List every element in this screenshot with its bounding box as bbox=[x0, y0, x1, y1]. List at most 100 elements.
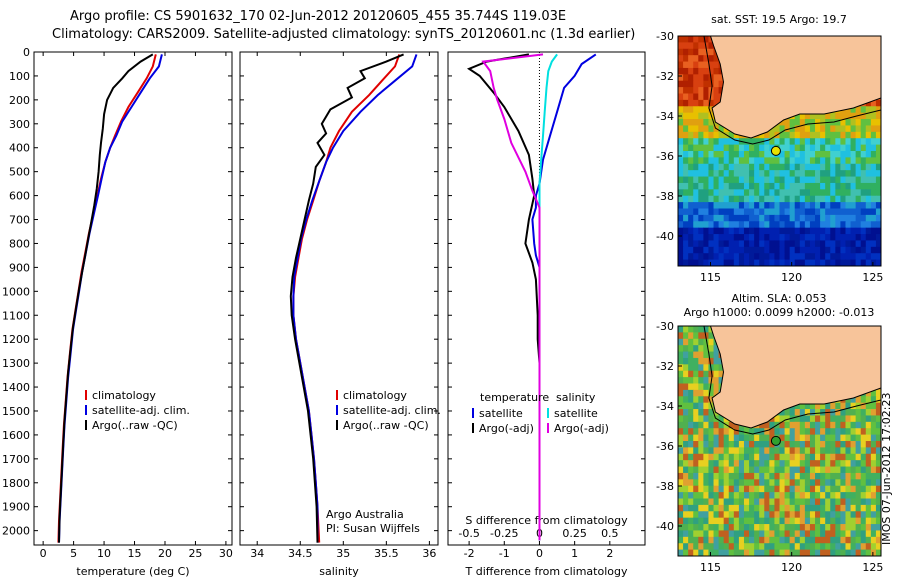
field-cell bbox=[678, 447, 684, 455]
field-cell bbox=[875, 138, 881, 146]
field-cell bbox=[779, 511, 786, 519]
field-cell bbox=[708, 549, 715, 556]
field-cell bbox=[769, 421, 775, 429]
land-mass bbox=[709, 36, 881, 139]
field-cell bbox=[698, 460, 704, 468]
field-cell bbox=[794, 182, 801, 190]
field-cell bbox=[733, 170, 740, 178]
field-cell bbox=[865, 163, 872, 171]
field-cell bbox=[860, 441, 867, 448]
field-cell bbox=[799, 240, 806, 248]
field-cell bbox=[759, 460, 765, 468]
field-cell bbox=[698, 543, 704, 551]
field-cell bbox=[860, 504, 867, 512]
field-cell bbox=[789, 453, 796, 461]
field-cell bbox=[688, 99, 694, 107]
field-cell bbox=[678, 409, 684, 416]
field-cell bbox=[830, 460, 836, 468]
field-cell bbox=[728, 157, 735, 165]
field-cell bbox=[870, 447, 877, 455]
field-cell bbox=[855, 202, 862, 209]
field-cell bbox=[825, 511, 831, 519]
field-cell bbox=[703, 498, 709, 506]
field-cell bbox=[840, 441, 846, 448]
field-cell bbox=[688, 377, 694, 384]
field-cell bbox=[703, 530, 709, 538]
field-cell bbox=[820, 441, 826, 448]
field-cell bbox=[698, 338, 704, 346]
field-cell bbox=[865, 498, 872, 506]
legend-label: climatology bbox=[92, 389, 156, 402]
field-cell bbox=[870, 396, 877, 404]
field-cell bbox=[784, 421, 791, 429]
field-cell bbox=[708, 55, 715, 63]
field-cell bbox=[683, 460, 689, 468]
field-cell bbox=[870, 157, 877, 165]
field-cell bbox=[865, 409, 872, 416]
field-cell bbox=[809, 195, 816, 203]
field-cell bbox=[779, 182, 786, 190]
field-cell bbox=[703, 536, 709, 544]
field-cell bbox=[789, 182, 796, 190]
field-cell bbox=[728, 189, 735, 197]
field-cell bbox=[698, 326, 704, 333]
field-cell bbox=[698, 364, 704, 372]
field-cell bbox=[769, 492, 775, 499]
field-cell bbox=[794, 170, 801, 178]
field-cell bbox=[728, 259, 735, 266]
field-cell bbox=[875, 466, 881, 474]
field-cell bbox=[703, 189, 709, 197]
field-cell bbox=[820, 472, 826, 480]
field-cell bbox=[779, 485, 786, 493]
field-cell bbox=[743, 428, 750, 436]
field-cell bbox=[804, 498, 811, 506]
field-cell bbox=[794, 504, 801, 512]
field-cell bbox=[688, 536, 694, 544]
field-cell bbox=[759, 176, 765, 184]
field-cell bbox=[784, 202, 791, 209]
field-cell bbox=[723, 466, 730, 474]
field-cell bbox=[855, 195, 862, 203]
field-cell bbox=[703, 214, 709, 222]
field-cell bbox=[723, 208, 730, 216]
field-cell bbox=[804, 112, 811, 120]
y-tick-label: 700 bbox=[9, 214, 30, 227]
field-cell bbox=[698, 504, 704, 512]
field-cell bbox=[764, 530, 770, 538]
field-cell bbox=[749, 453, 755, 461]
field-cell bbox=[698, 492, 704, 499]
field-cell bbox=[799, 246, 806, 254]
field-cell bbox=[683, 221, 689, 229]
field-cell bbox=[830, 112, 836, 120]
field-cell bbox=[860, 214, 867, 222]
field-cell bbox=[738, 492, 745, 499]
field-cell bbox=[820, 176, 826, 184]
field-cell bbox=[845, 460, 852, 468]
field-cell bbox=[693, 338, 699, 346]
field-cell bbox=[855, 453, 862, 461]
field-cell bbox=[774, 504, 780, 512]
field-cell bbox=[738, 221, 745, 229]
field-cell bbox=[794, 543, 801, 551]
field-cell bbox=[845, 182, 852, 190]
field-cell bbox=[693, 182, 699, 190]
field-cell bbox=[688, 106, 694, 114]
field-cell bbox=[820, 485, 826, 493]
field-cell bbox=[845, 234, 852, 241]
field-cell bbox=[749, 182, 755, 190]
field-cell bbox=[815, 543, 821, 551]
field-cell bbox=[809, 176, 816, 184]
field-cell bbox=[708, 240, 715, 248]
field-cell bbox=[728, 421, 735, 429]
field-cell bbox=[809, 409, 816, 416]
field-cell bbox=[835, 163, 841, 171]
field-cell bbox=[815, 240, 821, 248]
field-cell bbox=[794, 227, 801, 235]
field-cell bbox=[723, 453, 730, 461]
field-cell bbox=[789, 479, 796, 487]
field-cell bbox=[855, 208, 862, 216]
field-cell bbox=[830, 157, 836, 165]
y-tick-label: -30 bbox=[656, 320, 674, 333]
